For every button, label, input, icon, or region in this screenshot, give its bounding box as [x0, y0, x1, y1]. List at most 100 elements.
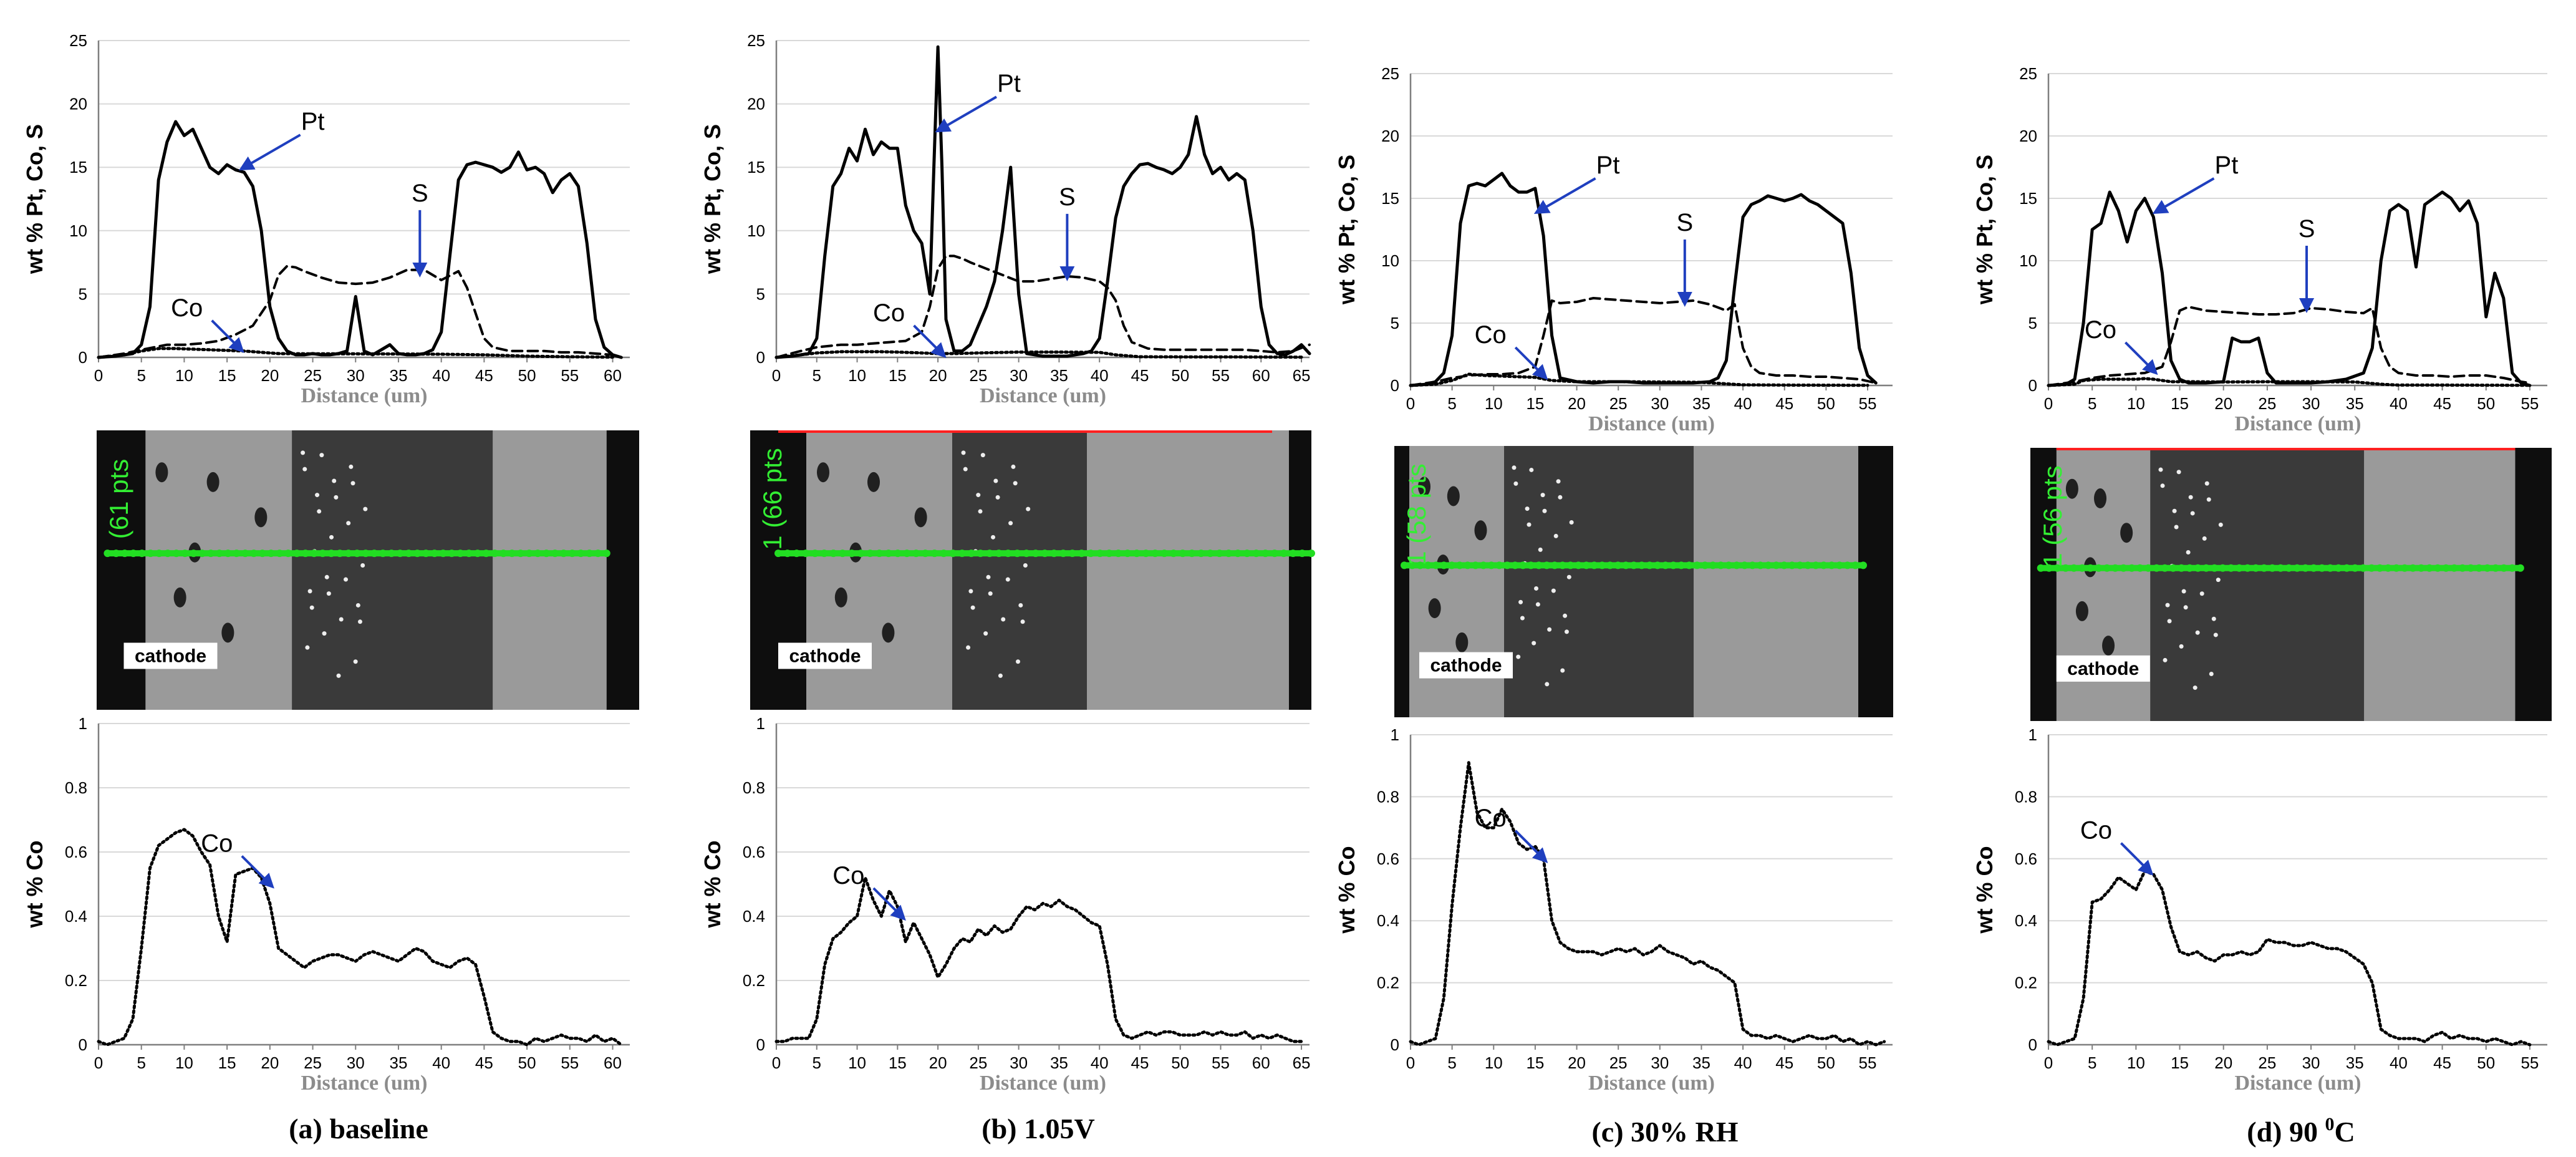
scan-point: [465, 549, 473, 558]
pore: [867, 472, 880, 492]
scan-point: [1078, 549, 1086, 558]
y-tick-label: 20: [1381, 127, 1399, 145]
x-tick-label: 10: [848, 366, 866, 385]
x-tick-label: 50: [1817, 394, 1835, 413]
scan-point: [2475, 564, 2483, 572]
pore: [1428, 598, 1441, 619]
x-axis-label: Distance (um): [2234, 412, 2361, 435]
scan-point: [577, 549, 585, 558]
y-tick-label: 10: [1381, 251, 1399, 270]
x-tick-label: 20: [261, 366, 279, 385]
scan-point: [1234, 549, 1242, 558]
x-tick-label: 5: [137, 366, 145, 385]
particle: [1545, 682, 1550, 687]
scan-point: [233, 549, 241, 558]
y-tick-label: 25: [1381, 64, 1399, 83]
scan-point: [2343, 564, 2351, 572]
scan-point: [2335, 564, 2343, 572]
y-axis-label: wt % Co: [1334, 846, 1359, 934]
scan-point: [1630, 561, 1638, 569]
panel-caption: (b) 1.05V: [982, 1113, 1094, 1145]
annotation-arrow: [913, 324, 947, 358]
pore: [254, 507, 268, 528]
scan-point: [1654, 561, 1662, 569]
scan-point: [258, 549, 266, 558]
x-tick-label: 55: [2521, 394, 2539, 413]
y-axis-label: wt % Pt, Co, S: [1334, 155, 1359, 305]
y-tick-label: 20: [69, 95, 87, 114]
x-tick-label: 25: [304, 366, 322, 385]
scan-point: [172, 549, 180, 558]
x-tick-label: 30: [1010, 366, 1028, 385]
x-tick-label: 20: [1568, 1053, 1586, 1072]
y-tick-label: 20: [2019, 127, 2037, 145]
particle: [1023, 563, 1028, 568]
particle: [2218, 522, 2223, 527]
scan-point: [1669, 561, 1677, 569]
y-tick-label: 10: [747, 221, 765, 240]
y-tick-label: 0: [756, 1035, 765, 1054]
particle: [363, 506, 368, 511]
y-tick-label: 0.6: [743, 843, 765, 861]
particle: [2160, 483, 2165, 488]
annotation-label: S: [1059, 183, 1076, 211]
scan-point: [516, 549, 524, 558]
particle: [1566, 574, 1571, 579]
scan-point: [958, 549, 966, 558]
scan-point: [1225, 549, 1233, 558]
x-tick-label: 25: [304, 1053, 322, 1072]
scan-point: [250, 549, 258, 558]
y-tick-label: 5: [79, 284, 87, 303]
scan-point: [164, 549, 171, 558]
particle: [1564, 629, 1569, 634]
scan-point: [2062, 564, 2070, 572]
particle: [326, 591, 331, 596]
scan-point: [1004, 549, 1012, 558]
particle: [2163, 657, 2168, 662]
scan-point: [2037, 564, 2045, 572]
scan-point: [2070, 564, 2078, 572]
y-tick-label: 0: [2028, 1035, 2037, 1054]
scan-point: [1543, 561, 1551, 569]
particle: [2204, 481, 2209, 486]
scan-point: [534, 549, 542, 558]
x-tick-label: 30: [1010, 1053, 1028, 1072]
x-tick-label: 0: [772, 366, 781, 385]
x-tick-label: 40: [432, 1053, 450, 1072]
y-tick-label: 15: [1381, 189, 1399, 208]
scan-point: [1013, 549, 1021, 558]
x-tick-label: 30: [347, 366, 365, 385]
x-tick-label: 10: [848, 1053, 866, 1072]
particle: [961, 450, 966, 455]
scan-point: [1448, 561, 1456, 569]
scan-point: [2078, 564, 2086, 572]
scan-point: [1487, 561, 1495, 569]
x-tick-label: 35: [1692, 394, 1710, 413]
scan-point: [2144, 564, 2153, 572]
y-tick-label: 0: [1391, 376, 1399, 395]
particle: [322, 631, 327, 636]
y-tick-label: 0.6: [65, 843, 87, 861]
pore: [914, 507, 927, 528]
scan-point: [1197, 549, 1205, 558]
scan-point: [1105, 549, 1113, 558]
scan-point: [1416, 561, 1424, 569]
pore: [2065, 478, 2078, 499]
y-tick-label: 0.6: [2015, 850, 2037, 868]
particle: [360, 563, 365, 568]
particle: [2167, 619, 2172, 624]
annotation-arrow: [2152, 177, 2215, 215]
scan-point: [2434, 564, 2442, 572]
particle: [983, 631, 988, 636]
x-tick-label: 20: [1568, 394, 1586, 413]
scan-point: [2492, 564, 2500, 572]
x-tick-label: 20: [929, 1053, 947, 1072]
anode-layer: [2364, 448, 2516, 721]
x-tick-label: 35: [2346, 394, 2364, 413]
scan-point: [949, 549, 957, 558]
scan-point: [1764, 561, 1772, 569]
particle: [2202, 536, 2207, 541]
annotation-label: Co: [873, 299, 905, 327]
